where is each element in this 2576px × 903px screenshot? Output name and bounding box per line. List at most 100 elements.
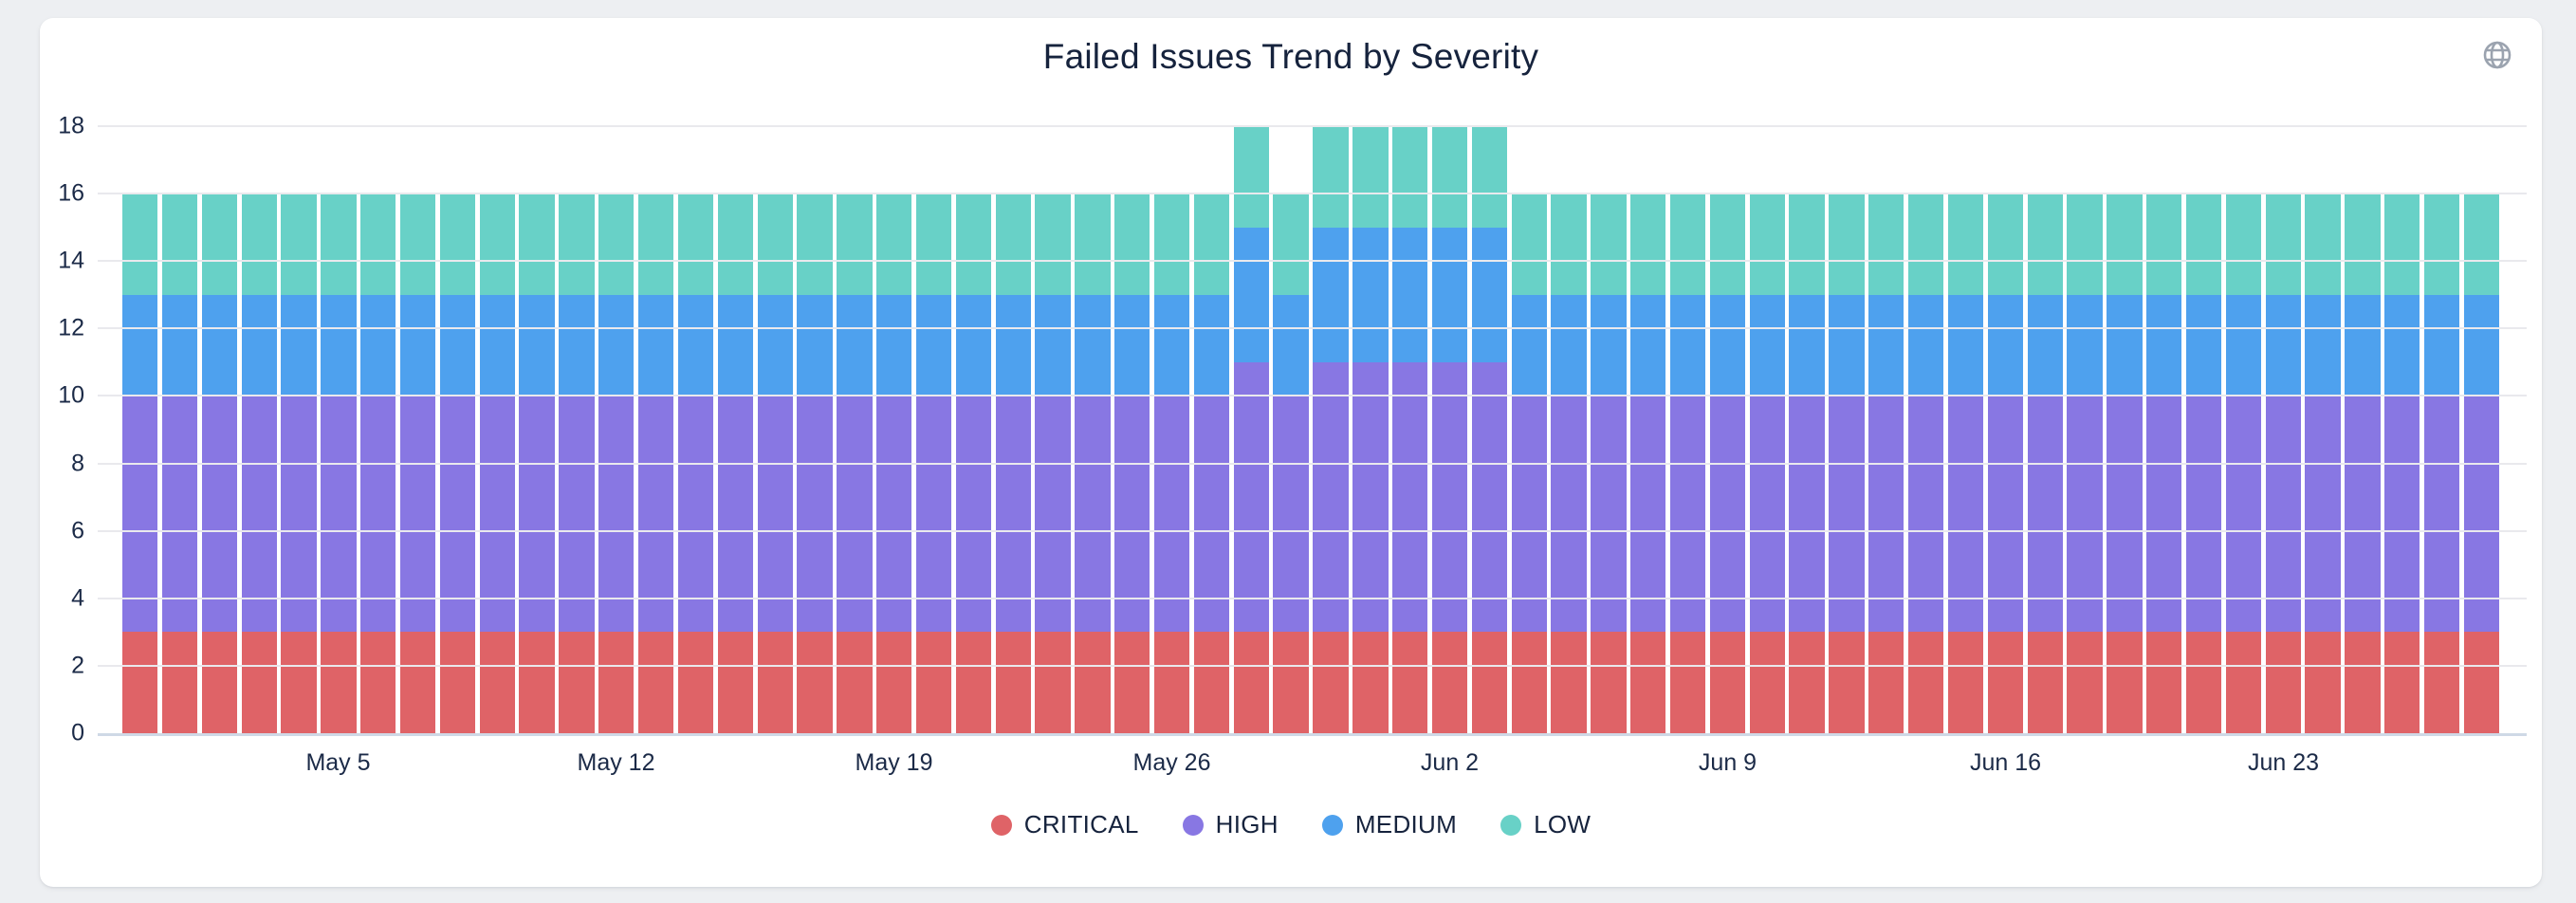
bar-segment-high [1709,396,1746,633]
bar-column [915,194,952,733]
bar-segment-medium [479,294,515,396]
bar-segment-critical [321,632,357,733]
bar-segment-low [1669,194,1706,295]
bar-segment-medium [837,294,873,396]
bar-segment-critical [360,632,396,733]
bar-segment-low [837,194,873,295]
bar-segment-medium [559,294,595,396]
legend-item-high[interactable]: HIGH [1182,810,1279,839]
legend-item-medium[interactable]: MEDIUM [1321,810,1457,839]
globe-icon [2482,40,2512,70]
bar-column [1273,194,1309,733]
bar-column [757,194,793,733]
bar-segment-low [1193,194,1230,295]
bar-segment-medium [1392,227,1428,362]
bar-segment-medium [717,294,753,396]
bar-segment-low [637,194,674,295]
bar-column [995,194,1031,733]
globe-icon-button[interactable] [2479,37,2515,73]
bar-segment-high [1273,396,1309,633]
bar-segment-critical [2345,632,2381,733]
bar-segment-high [955,396,992,633]
bar-segment-medium [757,294,793,396]
bar-segment-medium [1907,294,1944,396]
bar-column [281,194,317,733]
bar-segment-low [1153,194,1190,295]
bar-segment-low [1749,194,1785,295]
bar-segment-medium [1313,227,1349,362]
bar-segment-low [1511,194,1547,295]
bar-segment-critical [955,632,992,733]
bar-column [201,194,238,733]
bar-segment-critical [1511,632,1547,733]
bar-segment-low [1551,194,1587,295]
bar-segment-medium [637,294,674,396]
bar-segment-critical [1471,632,1508,733]
bar-column [1511,194,1547,733]
legend-item-low[interactable]: LOW [1500,810,1591,839]
y-axis-tick-label: 16 [58,179,84,207]
bar-segment-high [321,396,357,633]
bar-segment-high [1789,396,1825,633]
bar-segment-medium [1551,294,1587,396]
bar-segment-low [559,194,595,295]
bar-segment-high [1431,361,1468,633]
bar-column [1947,194,1984,733]
bar-segment-medium [598,294,635,396]
legend-item-critical[interactable]: CRITICAL [990,810,1139,839]
bar-segment-critical [1114,632,1150,733]
bar-segment-high [360,396,396,633]
bar-column [1551,194,1587,733]
bar-segment-high [1551,396,1587,633]
bars [122,126,2500,733]
bar-column [2146,194,2182,733]
bar-segment-critical [1829,632,1865,733]
bar-column [519,194,555,733]
x-axis-tick-label: May 26 [1132,749,1211,776]
bar-column [797,194,833,733]
bar-segment-medium [1749,294,1785,396]
bar-segment-medium [1193,294,1230,396]
bar-segment-low [2107,194,2143,295]
bar-segment-critical [995,632,1031,733]
bar-column [1630,194,1666,733]
x-axis-tick-label: Jun 16 [1969,749,2042,776]
bar-segment-critical [2463,632,2500,733]
bar-column [559,194,595,733]
bar-column [1669,194,1706,733]
bar-segment-high [2384,396,2420,633]
bar-segment-medium [677,294,714,396]
bar-segment-critical [241,632,277,733]
bar-column [1313,126,1349,733]
bar-segment-high [2265,396,2301,633]
bar-segment-high [1749,396,1785,633]
bar-segment-critical [1273,632,1309,733]
bar-segment-high [1669,396,1706,633]
bar-segment-high [915,396,952,633]
bar-segment-low [717,194,753,295]
legend-label: LOW [1534,810,1592,838]
chart-title: Failed Issues Trend by Severity [1042,37,1539,76]
x-axis-tick-label: Jun 23 [2247,749,2320,776]
bar-segment-medium [2225,294,2262,396]
bar-column [161,194,198,733]
bar-segment-critical [161,632,198,733]
bar-segment-critical [2027,632,2063,733]
bar-segment-low [2027,194,2063,295]
bar-segment-critical [2265,632,2301,733]
x-axis-tick-label: May 5 [305,749,371,776]
bar-segment-high [122,396,158,633]
bar-segment-low [479,194,515,295]
bar-segment-high [2185,396,2222,633]
bar-segment-medium [1352,227,1389,362]
bar-segment-critical [1749,632,1785,733]
bar-segment-medium [360,294,396,396]
bar-column [1709,194,1746,733]
bar-segment-medium [1273,294,1309,396]
bar-segment-low [1471,126,1508,228]
bar-segment-critical [797,632,833,733]
bar-column [1075,194,1111,733]
bar-column [1471,126,1508,733]
bar-segment-high [479,396,515,633]
x-axis-tick-label: May 12 [577,749,655,776]
